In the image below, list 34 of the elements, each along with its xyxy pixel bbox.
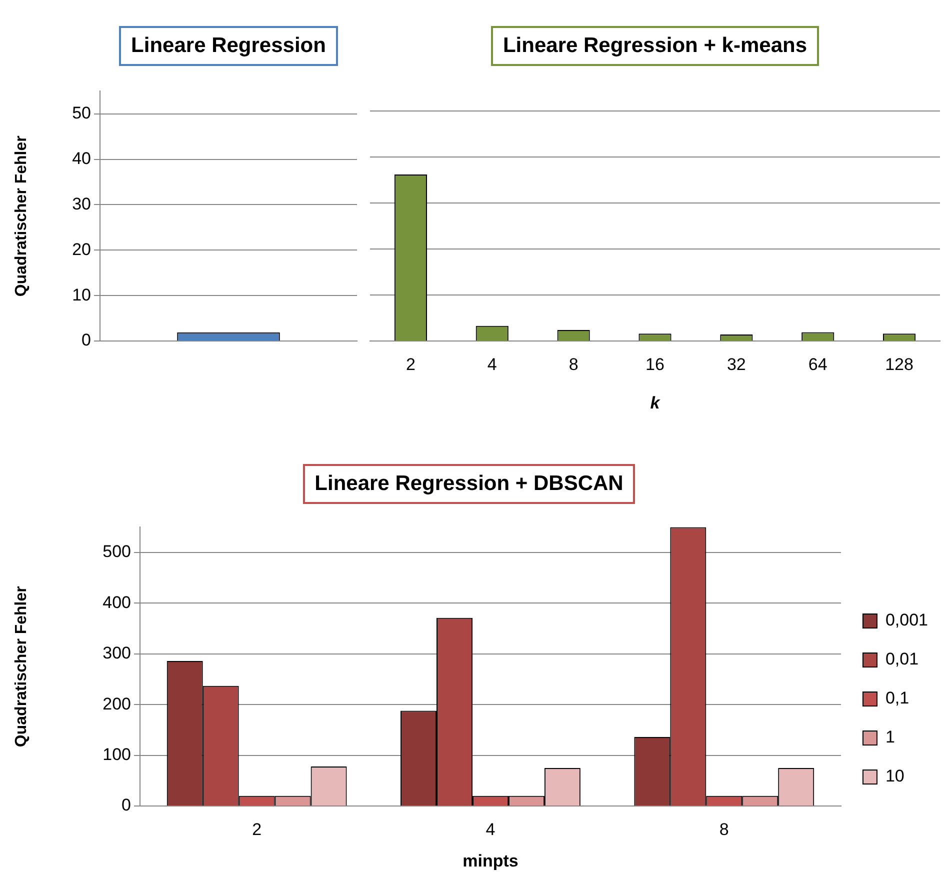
- y-tick-label: 40: [72, 149, 91, 168]
- x-tick-label: 8: [568, 354, 578, 374]
- y-tick-label: 400: [102, 592, 131, 612]
- y-tick-label: 0: [122, 796, 131, 815]
- x-tick-label: 32: [726, 354, 746, 374]
- x-tick-label: 4: [486, 820, 496, 839]
- x-tick-label: 2: [252, 820, 262, 839]
- legend-label: 0,001: [885, 610, 928, 630]
- y-tick-label: 0: [82, 330, 91, 350]
- y-tick-label: 20: [72, 240, 91, 259]
- y-tick-label: 30: [72, 194, 91, 214]
- y-tick-label: 10: [72, 285, 91, 304]
- y-axis-title: Quadratischer Fehler: [13, 136, 30, 297]
- legend-label: 1: [885, 728, 895, 747]
- x-axis-title: k: [650, 393, 662, 412]
- legend-label: 10: [885, 766, 904, 786]
- legend-label: 0,01: [885, 650, 919, 669]
- y-tick-label: 50: [72, 104, 91, 123]
- x-tick-label: 16: [646, 354, 664, 374]
- legend-label: 0,1: [885, 688, 910, 708]
- x-axis-title: minpts: [462, 851, 518, 870]
- x-tick-label: 128: [885, 354, 914, 374]
- chart-title: Lineare Regression + k-means: [490, 26, 820, 66]
- y-tick-label: 100: [102, 744, 131, 764]
- y-tick-label: 300: [102, 644, 131, 663]
- y-tick-label: 500: [102, 542, 131, 562]
- y-tick-label: 200: [102, 694, 131, 714]
- chart-title: Lineare Regression + DBSCAN: [302, 464, 636, 504]
- y-axis-title: Quadratischer Fehler: [13, 586, 30, 748]
- x-tick-label: 2: [406, 354, 416, 374]
- x-tick-label: 64: [808, 354, 828, 374]
- chart-title: Lineare Regression: [119, 26, 338, 66]
- x-tick-label: 8: [719, 820, 729, 839]
- x-tick-label: 4: [487, 354, 497, 374]
